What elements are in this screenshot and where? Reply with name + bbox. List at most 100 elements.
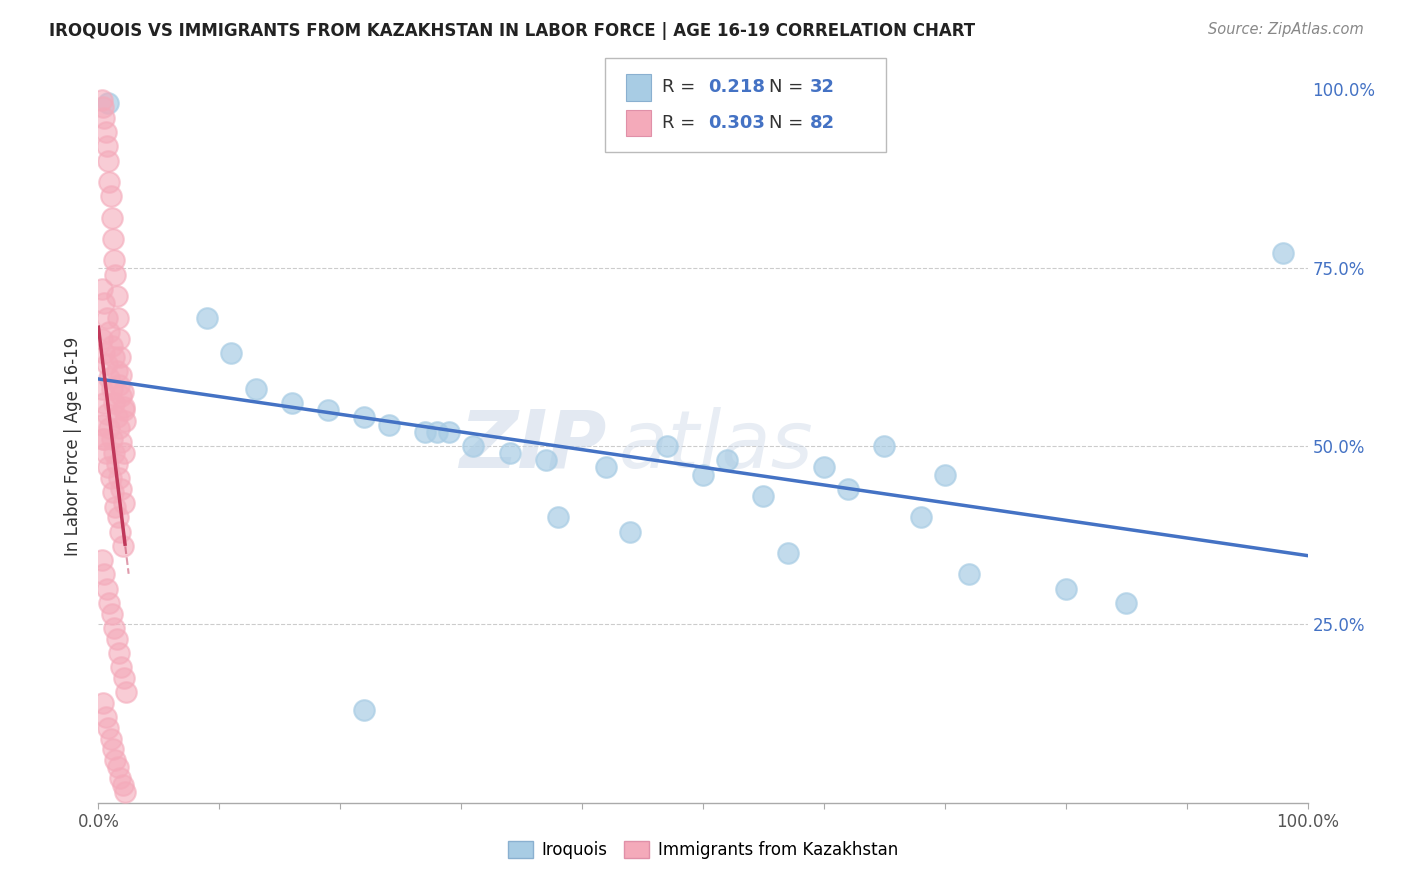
Point (316, 403, 339, 417)
Point (103, 253, 125, 268)
Point (353, 703, 375, 717)
Point (108, 471, 131, 485)
Point (221, 346, 243, 360)
Point (110, 435, 132, 450)
Point (111, 539, 134, 553)
Text: N =: N = (769, 78, 808, 95)
Point (110, 389, 132, 403)
Point (103, 446, 125, 460)
Point (96, 407, 118, 421)
Point (108, 771, 131, 785)
Point (107, 510, 129, 524)
Point (101, 485, 124, 500)
Point (112, 496, 135, 510)
Point (716, 453, 738, 467)
Point (437, 425, 460, 439)
Point (107, 310, 129, 325)
Point (93, 296, 115, 310)
Point (96, 357, 118, 371)
Point (97, 96, 120, 111)
Point (93, 396, 115, 410)
Point (110, 368, 132, 382)
Point (100, 189, 122, 203)
Point (101, 742, 124, 756)
Text: ZIP: ZIP (458, 407, 606, 485)
Point (377, 417, 399, 432)
Point (110, 482, 132, 496)
Point (776, 546, 799, 560)
Point (498, 446, 520, 460)
Point (112, 671, 135, 685)
Point (97, 460, 120, 475)
Text: 82: 82 (810, 114, 835, 132)
Point (957, 567, 980, 582)
Point (100, 382, 122, 396)
Point (837, 482, 859, 496)
Point (108, 378, 131, 392)
Point (96, 582, 118, 596)
Point (100, 471, 122, 485)
Point (93, 567, 115, 582)
Y-axis label: In Labor Force | Age 16-19: In Labor Force | Age 16-19 (65, 336, 83, 556)
Point (98, 371, 121, 385)
Point (692, 467, 714, 482)
Point (108, 332, 131, 346)
Point (108, 646, 131, 660)
Point (97, 721, 120, 735)
Point (100, 339, 122, 353)
Point (91, 93, 114, 107)
Point (534, 453, 557, 467)
Point (91, 382, 114, 396)
Point (98, 421, 121, 435)
Point (104, 753, 127, 767)
Point (100, 607, 122, 621)
Point (91, 553, 114, 567)
Legend: Iroquois, Immigrants from Kazakhstan: Iroquois, Immigrants from Kazakhstan (502, 834, 904, 866)
Point (96, 139, 118, 153)
Text: R =: R = (662, 78, 702, 95)
Point (100, 211, 122, 225)
Point (111, 385, 134, 400)
Point (1054, 582, 1077, 596)
Point (108, 421, 131, 435)
Point (103, 396, 125, 410)
Text: 0.303: 0.303 (709, 114, 765, 132)
Point (103, 350, 125, 364)
Point (873, 439, 896, 453)
Point (547, 510, 569, 524)
Point (105, 364, 128, 378)
Point (245, 382, 267, 396)
Point (91, 417, 114, 432)
Point (107, 760, 129, 774)
Point (105, 632, 128, 646)
Point (91, 696, 114, 710)
Point (426, 425, 449, 439)
Point (112, 446, 135, 460)
Point (105, 410, 128, 425)
Point (104, 500, 127, 514)
Point (100, 731, 122, 746)
Text: N =: N = (769, 114, 808, 132)
Point (619, 524, 641, 539)
Point (91, 100, 114, 114)
Point (94, 446, 117, 460)
Point (110, 660, 132, 674)
Point (91, 282, 114, 296)
Text: R =: R = (662, 114, 702, 132)
Point (94, 125, 117, 139)
Point (463, 439, 485, 453)
Point (98, 325, 121, 339)
Point (281, 396, 304, 410)
Point (813, 460, 835, 475)
Point (101, 232, 124, 246)
Point (112, 403, 135, 417)
Point (98, 175, 121, 189)
Point (105, 457, 128, 471)
Point (96, 310, 118, 325)
Point (97, 153, 120, 168)
Point (98, 596, 121, 610)
Text: atlas: atlas (619, 407, 813, 485)
Point (93, 111, 115, 125)
Text: 32: 32 (810, 78, 835, 95)
Point (114, 785, 136, 799)
